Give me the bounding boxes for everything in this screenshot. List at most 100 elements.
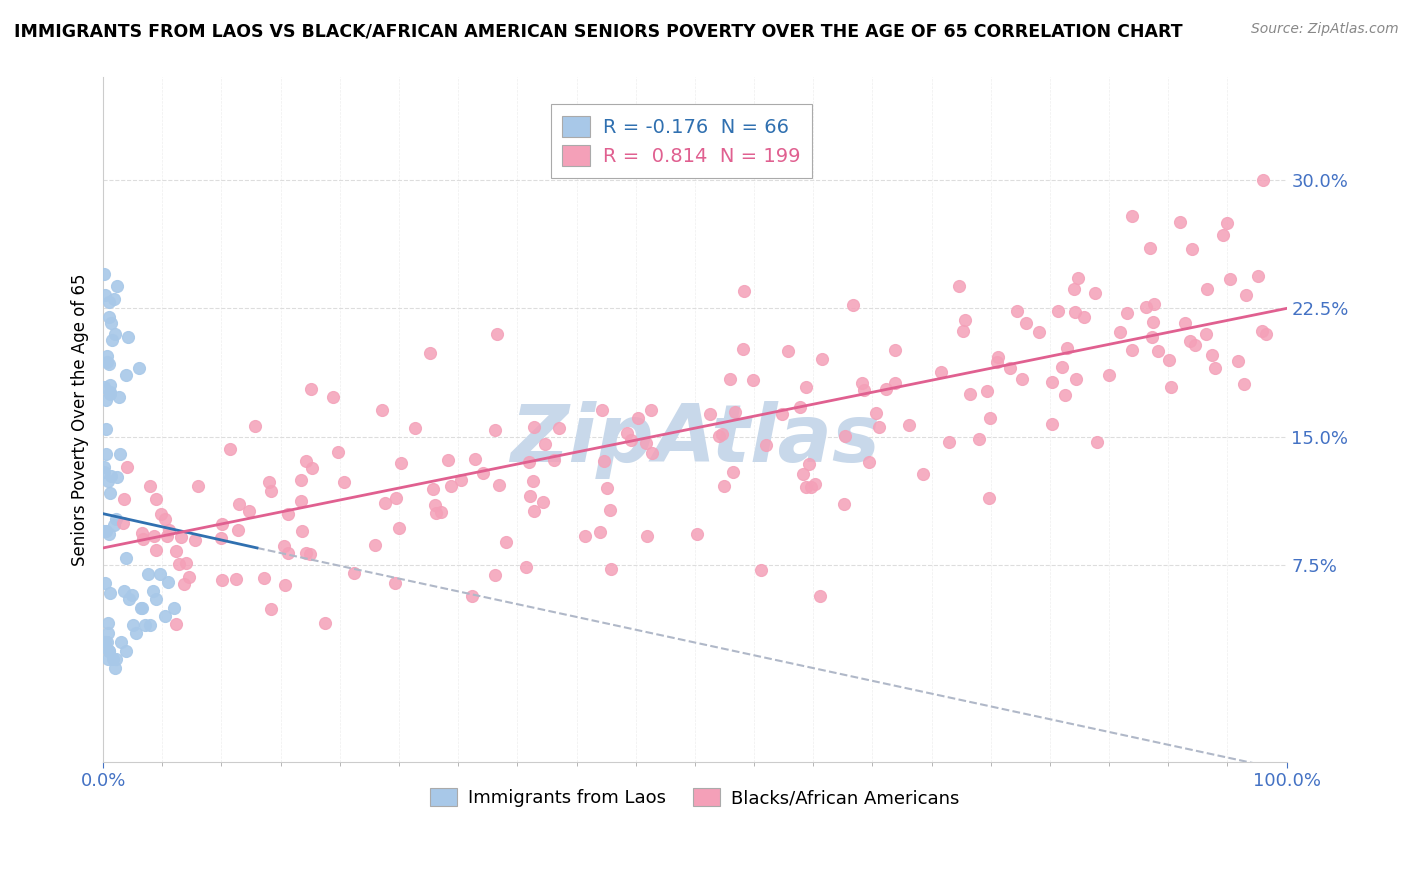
Point [1197, 283, 1219, 297]
Point [98, 527, 121, 541]
Point [96, 626, 118, 640]
Point [1005, 304, 1028, 318]
Point [104, 661, 127, 675]
Point [97, 295, 120, 310]
Point [143, 529, 166, 543]
Point [883, 343, 905, 357]
Point [1067, 271, 1090, 285]
Point [157, 575, 180, 590]
Point [97, 615, 120, 630]
Point [1170, 215, 1192, 229]
Point [117, 330, 139, 344]
Point [115, 460, 138, 475]
Point [1135, 300, 1157, 314]
Point [96, 349, 118, 363]
Point [274, 577, 297, 591]
Point [93, 466, 115, 480]
Point [929, 365, 952, 379]
Point [959, 387, 981, 401]
Point [1064, 304, 1087, 318]
Point [100, 378, 122, 392]
Point [1084, 286, 1107, 301]
Point [97, 652, 120, 666]
Point [709, 429, 731, 443]
Point [1085, 435, 1108, 450]
Point [592, 453, 614, 467]
Point [464, 452, 486, 467]
Point [98, 357, 121, 371]
Point [257, 475, 280, 489]
Point [875, 382, 897, 396]
Point [1121, 209, 1143, 223]
Point [277, 507, 299, 521]
Point [884, 376, 907, 391]
Point [388, 521, 411, 535]
Point [107, 279, 129, 293]
Point [439, 478, 461, 492]
Point [1098, 368, 1121, 383]
Y-axis label: Seniors Poverty Over the Age of 65: Seniors Poverty Over the Age of 65 [72, 273, 89, 566]
Point [94, 288, 117, 302]
Point [295, 546, 318, 560]
Point [176, 556, 198, 570]
Point [226, 523, 249, 537]
Point [797, 457, 820, 471]
Point [153, 512, 176, 526]
Point [103, 518, 125, 533]
Point [543, 452, 565, 467]
Point [118, 592, 141, 607]
Point [219, 442, 242, 457]
Point [998, 360, 1021, 375]
Point [986, 355, 1008, 369]
Point [163, 600, 186, 615]
Point [1040, 376, 1063, 390]
Point [471, 467, 494, 481]
Point [1181, 242, 1204, 256]
Point [121, 588, 143, 602]
Point [1046, 303, 1069, 318]
Point [534, 437, 557, 451]
Point [364, 538, 387, 552]
Point [419, 346, 441, 360]
Point [711, 427, 734, 442]
Point [187, 479, 209, 493]
Point [291, 524, 314, 539]
Point [1160, 380, 1182, 394]
Point [114, 368, 136, 383]
Point [591, 403, 613, 417]
Point [107, 390, 129, 404]
Point [170, 530, 193, 544]
Point [794, 480, 817, 494]
Point [1073, 310, 1095, 324]
Point [495, 535, 517, 549]
Point [93, 524, 115, 538]
Point [98, 384, 121, 399]
Point [616, 426, 638, 441]
Point [139, 479, 162, 493]
Point [273, 539, 295, 553]
Point [599, 502, 621, 516]
Point [898, 417, 921, 432]
Point [1234, 288, 1257, 302]
Point [131, 532, 153, 546]
Point [1178, 334, 1201, 348]
Point [755, 438, 778, 452]
Point [485, 327, 508, 342]
Point [699, 408, 721, 422]
Point [96, 635, 118, 649]
Point [724, 404, 747, 418]
Point [515, 559, 537, 574]
Text: ZipAtlas: ZipAtlas [510, 401, 880, 479]
Point [209, 531, 232, 545]
Point [808, 589, 831, 603]
Point [733, 285, 755, 299]
Point [574, 528, 596, 542]
Point [371, 402, 394, 417]
Point [517, 455, 540, 469]
Point [1184, 338, 1206, 352]
Point [384, 576, 406, 591]
Point [589, 524, 612, 539]
Point [938, 435, 960, 450]
Point [110, 447, 132, 461]
Point [948, 279, 970, 293]
